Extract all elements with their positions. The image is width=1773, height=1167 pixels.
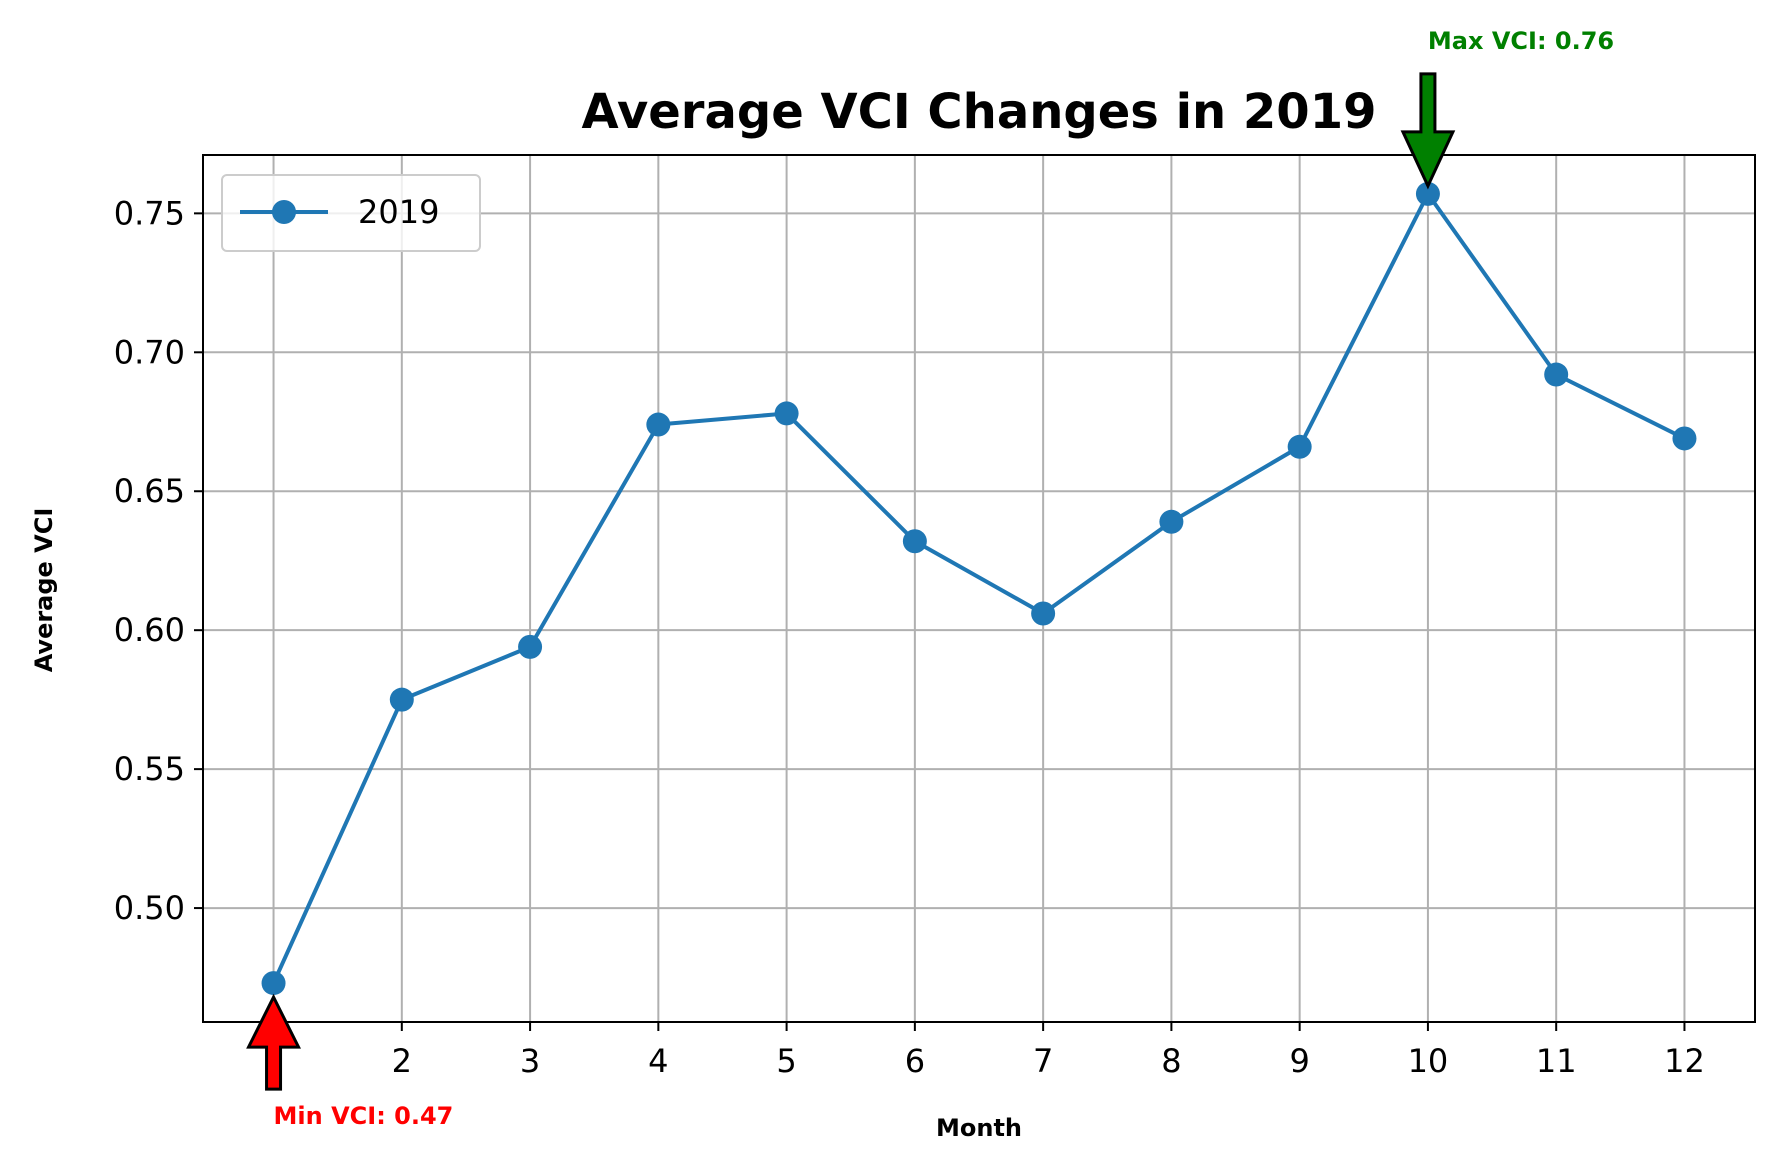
max-annotation-label: Max VCI: 0.76	[1428, 27, 1614, 55]
y-axis-label: Average VCI	[30, 508, 58, 673]
y-tick-label: 0.50	[114, 889, 185, 927]
data-point	[261, 971, 286, 996]
x-tick-label: 9	[1289, 1042, 1309, 1080]
data-point	[389, 687, 414, 712]
y-tick-label: 0.60	[114, 611, 185, 649]
min-annotation-label: Min VCI: 0.47	[274, 1102, 454, 1130]
legend: 2019	[221, 174, 481, 252]
chart-title: Average VCI Changes in 2019	[582, 84, 1377, 140]
data-point	[1159, 509, 1184, 534]
legend-box	[221, 174, 481, 252]
series-line	[271, 191, 1686, 984]
data-point	[1672, 426, 1697, 451]
max-arrow-icon	[1400, 72, 1456, 190]
series-layer	[261, 181, 1697, 996]
plot-area-frame	[202, 154, 1756, 1023]
x-tick-label: 5	[776, 1042, 796, 1080]
x-tick-label: 8	[1161, 1042, 1181, 1080]
axis-ticks: 2 3 4 5 6 7 8 9 10 11 12 0.50 0.55 0.60 0.65 0.70 0.75	[114, 194, 1705, 1080]
grid	[203, 155, 1755, 1022]
y-tick-label: 0.65	[114, 472, 185, 510]
data-point	[1031, 601, 1056, 626]
legend-marker-icon	[272, 200, 296, 224]
x-tick-label: 2	[392, 1042, 412, 1080]
data-point	[774, 401, 799, 426]
y-tick-label: 0.75	[114, 194, 185, 232]
min-arrow-icon	[246, 993, 301, 1091]
annotations: Max VCI: 0.76 Min VCI: 0.47	[246, 27, 1614, 1130]
x-tick-label: 12	[1664, 1042, 1705, 1080]
x-axis-label: Month	[936, 1114, 1022, 1142]
x-tick-label: 6	[905, 1042, 925, 1080]
x-tick-label: 11	[1536, 1042, 1577, 1080]
data-point	[1415, 181, 1440, 206]
y-tick-label: 0.55	[114, 750, 185, 788]
x-tick-label: 10	[1408, 1042, 1449, 1080]
data-point	[518, 634, 543, 659]
y-tick-label: 0.70	[114, 333, 185, 371]
data-point	[1287, 434, 1312, 459]
x-tick-label: 4	[648, 1042, 668, 1080]
x-tick-label: 7	[1033, 1042, 1053, 1080]
x-tick-label: 3	[520, 1042, 540, 1080]
data-point	[646, 412, 671, 437]
legend-label: 2019	[358, 193, 439, 231]
data-point	[1544, 362, 1569, 387]
data-point	[902, 529, 927, 554]
